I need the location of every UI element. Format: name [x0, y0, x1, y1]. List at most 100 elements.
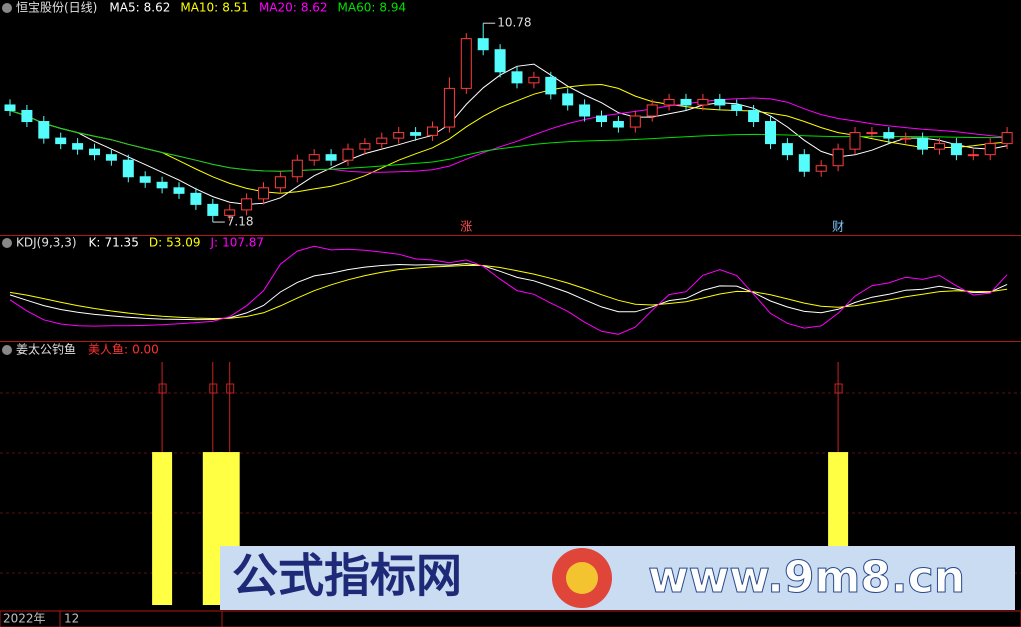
- signal-flag: [226, 383, 235, 394]
- candle-body: [443, 87, 455, 128]
- candle-body: [967, 154, 979, 157]
- candle-body: [393, 132, 405, 139]
- legend-value: 53.09: [166, 236, 200, 250]
- signal-bar: [152, 452, 173, 605]
- candle-body: [511, 71, 523, 84]
- legend-value: 71.35: [104, 236, 138, 250]
- candle-body: [748, 109, 760, 123]
- candle-body: [291, 159, 303, 178]
- kdj-line: [9, 264, 1008, 320]
- candle-body: [55, 137, 67, 145]
- candle-body: [663, 98, 675, 106]
- legend-label: 美人鱼:: [88, 343, 128, 357]
- candle-body: [832, 148, 844, 167]
- candle-body: [308, 154, 320, 161]
- time-axis-bar: [0, 610, 1021, 627]
- legend-label: MA5:: [109, 1, 139, 15]
- candle-body: [815, 165, 827, 172]
- candle-body: [950, 143, 962, 156]
- candle-body: [1001, 132, 1013, 145]
- time-label: 12: [64, 612, 79, 626]
- legend-label: J:: [209, 236, 218, 250]
- candle-body: [562, 93, 574, 106]
- candle-body: [105, 154, 117, 161]
- candle-body: [984, 143, 996, 156]
- candle-body: [410, 132, 422, 136]
- signal-flag: [209, 383, 218, 394]
- candle-body: [697, 98, 709, 106]
- candle-body: [274, 176, 286, 189]
- candle-body: [376, 137, 388, 145]
- legend-value: 107.87: [222, 236, 264, 250]
- price-annotation: 10.78: [497, 16, 531, 30]
- legend-label: MA20:: [259, 1, 297, 15]
- candle-body: [258, 187, 269, 200]
- candle-body: [89, 148, 100, 156]
- candle-body: [883, 132, 895, 139]
- candle-body: [139, 176, 151, 183]
- candle-body: [325, 154, 337, 161]
- candle-body: [680, 98, 692, 106]
- candle-body: [122, 159, 134, 178]
- candle-body: [731, 104, 743, 111]
- candle-body: [359, 143, 371, 150]
- candle-body: [156, 181, 168, 189]
- candle-body: [494, 49, 506, 73]
- collapse-icon: [2, 3, 12, 13]
- candle-body: [4, 104, 16, 111]
- candle-body: [866, 132, 878, 135]
- event-marker: 涨: [460, 219, 472, 234]
- candle-body: [765, 121, 776, 145]
- candle-body: [72, 143, 84, 150]
- candle-body: [545, 76, 557, 95]
- event-marker: 财: [832, 220, 844, 234]
- legend-label: MA60:: [338, 1, 376, 15]
- ma-line: [9, 110, 1008, 172]
- signal-flag: [158, 383, 167, 394]
- candle-body: [934, 143, 945, 150]
- legend-value: 0.00: [132, 343, 159, 357]
- candle-body: [798, 154, 810, 172]
- candle-body: [579, 104, 591, 117]
- candle-body: [427, 126, 438, 136]
- signal-bar: [202, 452, 223, 605]
- candle-body: [629, 115, 641, 128]
- candle-body: [917, 137, 929, 150]
- candle-body: [528, 76, 540, 84]
- candle-body: [596, 115, 607, 123]
- legend-value: 8.94: [379, 1, 406, 15]
- candle-body: [714, 98, 726, 106]
- candle-body: [190, 192, 202, 205]
- signal-flag: [834, 383, 843, 394]
- collapse-icon: [2, 238, 12, 248]
- candle-body: [207, 203, 219, 216]
- kdj-line: [9, 245, 1008, 335]
- panel-title: KDJ(9,3,3): [16, 236, 77, 250]
- panel-title: 姜太公钓鱼: [16, 342, 76, 357]
- legend-value: 8.51: [222, 1, 249, 15]
- candle-body: [21, 109, 33, 123]
- candle-body: [342, 148, 354, 161]
- price-annotation: 7.18: [227, 215, 254, 229]
- candle-body: [241, 198, 253, 211]
- candle-body: [646, 104, 658, 117]
- watermark-banner: [220, 546, 1015, 610]
- watermark-title: 公式指标网: [232, 549, 462, 603]
- candle-body: [38, 121, 50, 139]
- time-label: 2022年: [3, 612, 46, 626]
- watermark-url: www.9m8.cn: [648, 552, 965, 603]
- watermark-logo-inner: [566, 562, 598, 594]
- candle-body: [849, 132, 861, 150]
- legend-label: K:: [89, 236, 101, 250]
- legend-label: MA10:: [180, 1, 218, 15]
- collapse-icon: [2, 345, 12, 355]
- candle-body: [224, 209, 236, 216]
- candle-body: [460, 38, 472, 89]
- candle-body: [781, 143, 793, 156]
- candle-body: [173, 187, 185, 194]
- candle-body: [477, 38, 489, 51]
- legend-value: 8.62: [144, 1, 171, 15]
- legend-label: D:: [149, 236, 162, 250]
- candle-body: [900, 137, 912, 140]
